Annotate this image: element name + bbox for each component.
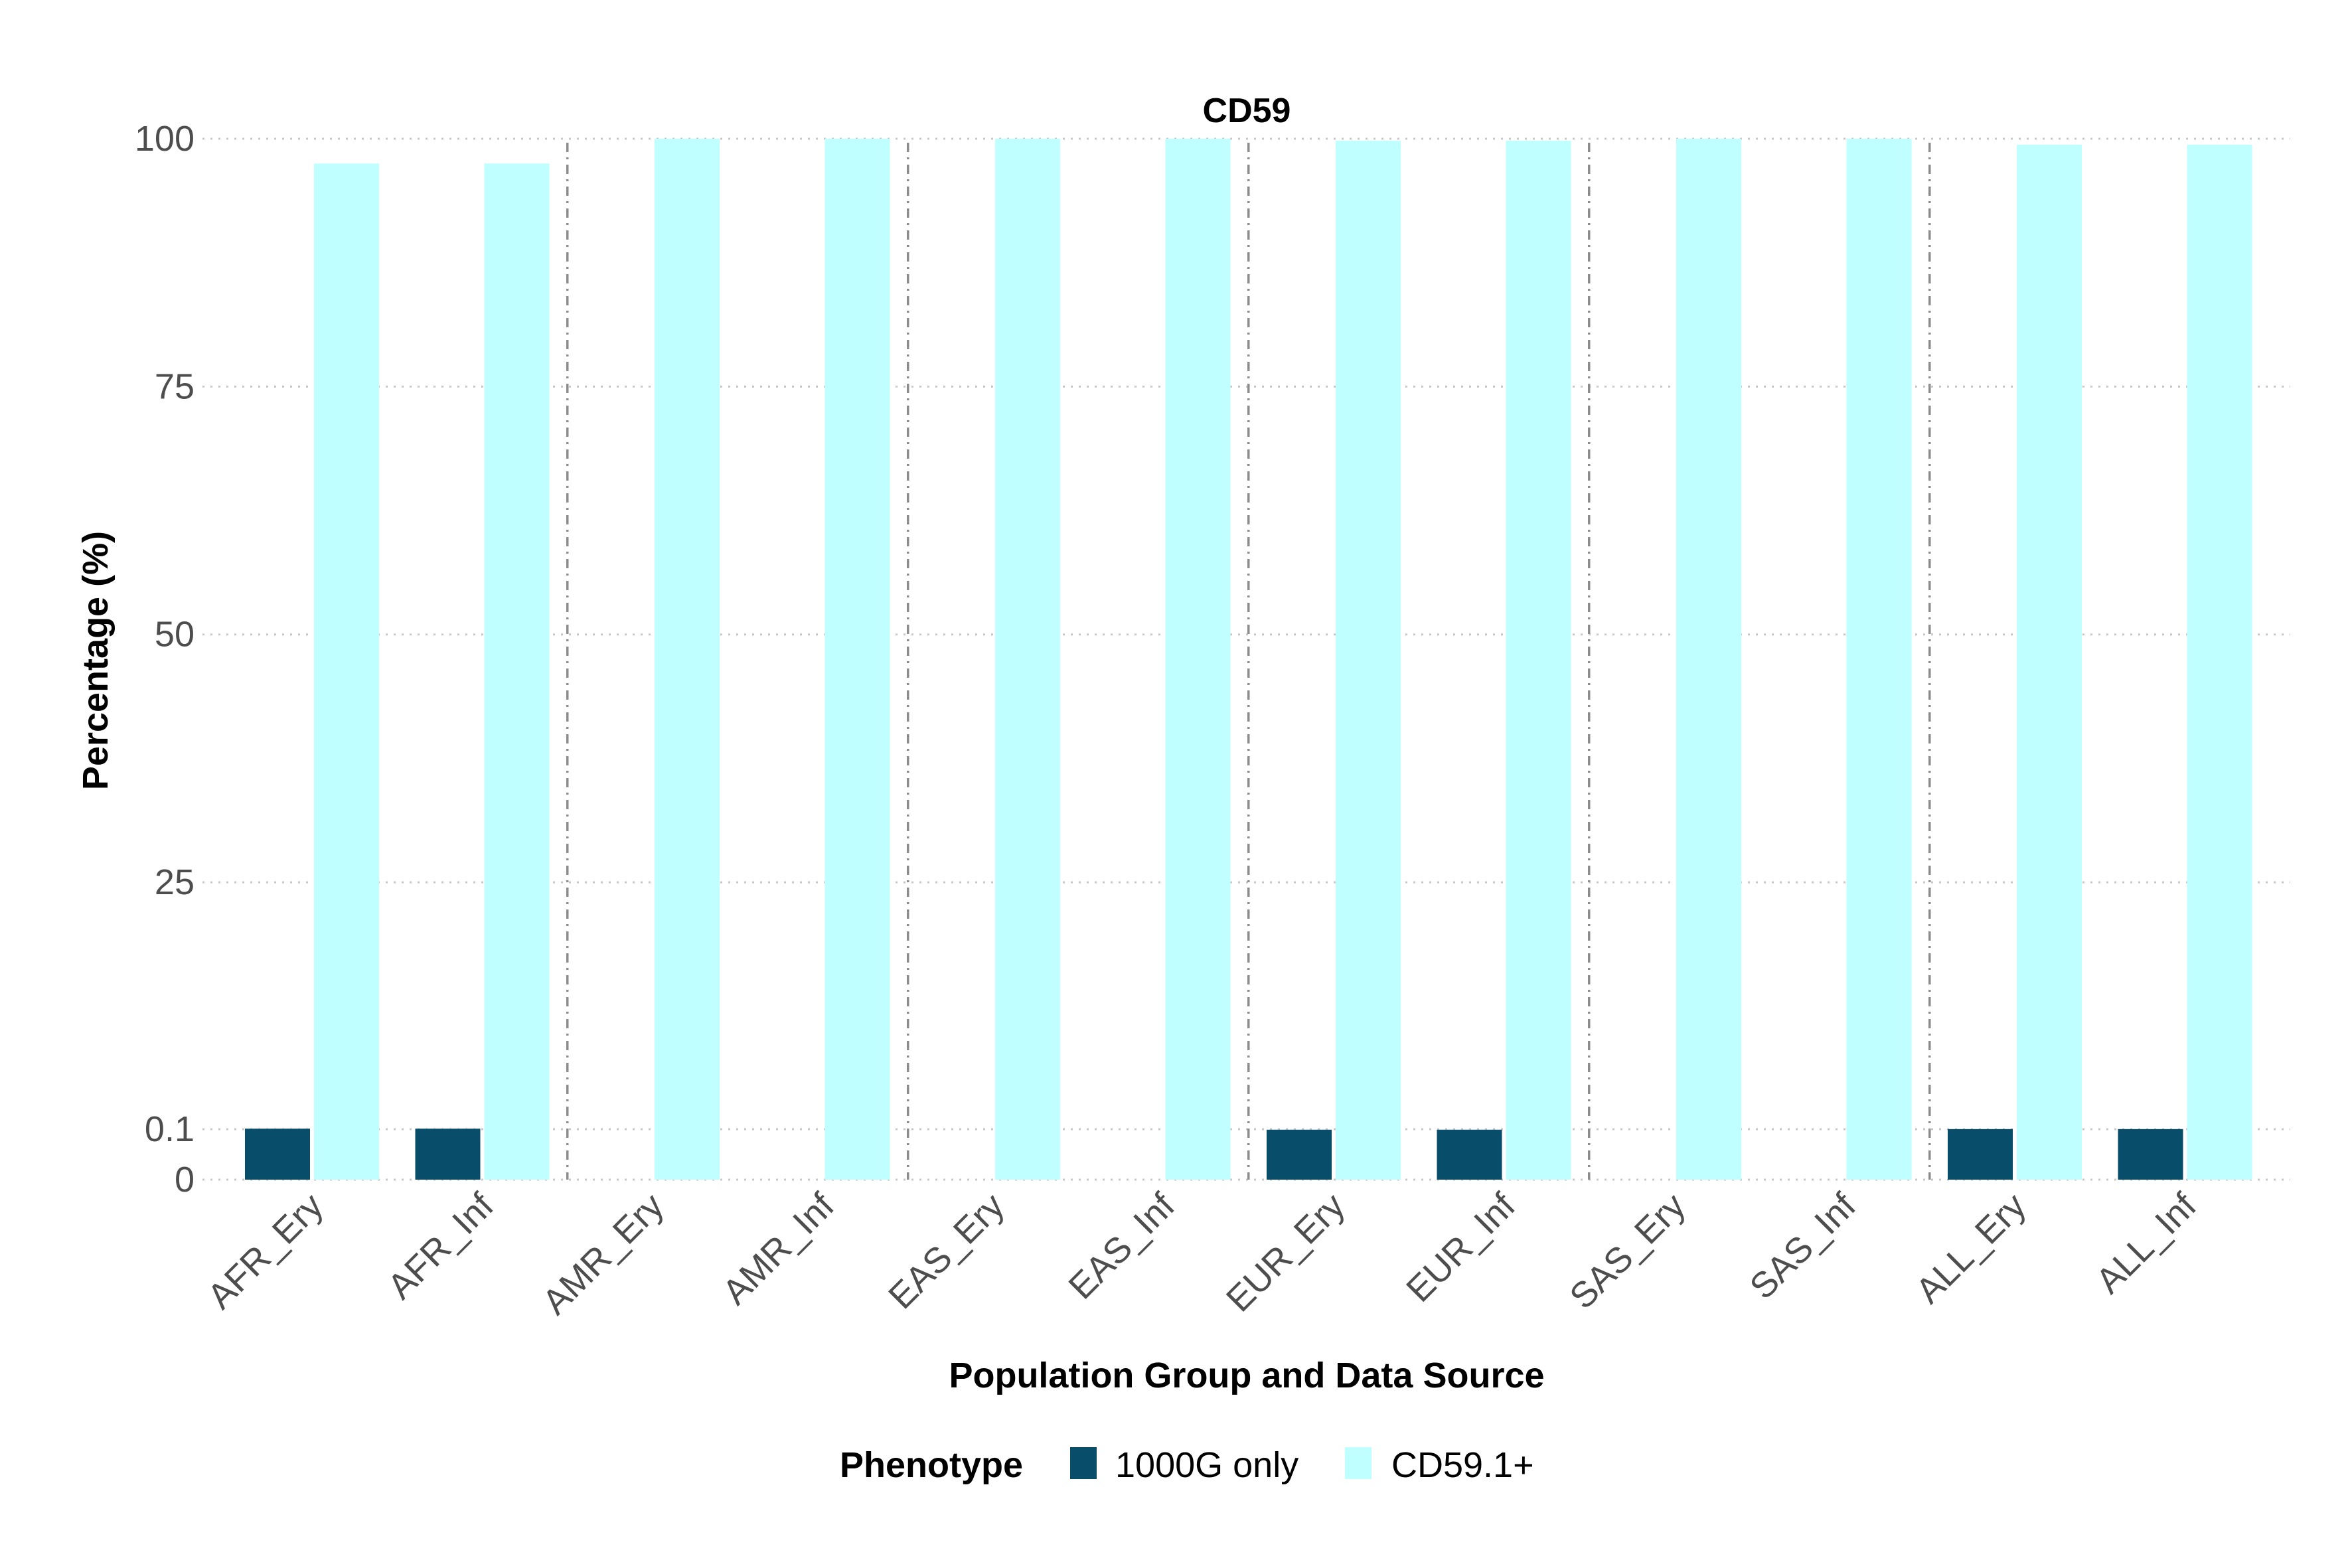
bar-cd59-1-plus (655, 139, 720, 1180)
y-tick-label: 25 (155, 862, 195, 902)
bars (245, 139, 2252, 1180)
bar-1000g-only (2118, 1129, 2183, 1180)
bar-cd59-1-plus (1846, 139, 1912, 1180)
y-tick-label: 0.1 (145, 1109, 195, 1149)
bar-cd59-1-plus (824, 139, 890, 1180)
x-tick-label: SAS_Inf (1742, 1185, 1863, 1306)
bar-cd59-1-plus (2017, 144, 2082, 1180)
bar-1000g-only (1948, 1129, 2013, 1180)
y-tick-label: 75 (155, 366, 195, 406)
bar-1000g-only (245, 1129, 310, 1180)
bar-cd59-1-plus (1336, 140, 1401, 1180)
x-tick-label: EAS_Inf (1061, 1185, 1182, 1306)
legend-title: Phenotype (840, 1445, 1023, 1485)
x-tick-label: SAS_Ery (1562, 1186, 1693, 1316)
bar-cd59-1-plus (484, 163, 550, 1180)
y-axis-ticks: 0 0.1 25 50 75 100 (135, 119, 195, 1200)
legend-swatch-cd59-1-plus (1345, 1447, 1372, 1479)
group-separators (566, 143, 1931, 1180)
legend-label-cd59-1-plus: CD59.1+ (1391, 1445, 1534, 1485)
x-tick-label: AFR_Ery (200, 1186, 331, 1316)
bar-cd59-1-plus (1506, 140, 1571, 1180)
chart-title: CD59 (1203, 92, 1291, 130)
x-tick-label: EUR_Inf (1399, 1185, 1523, 1309)
bar-cd59-1-plus (2187, 144, 2252, 1180)
bar-1000g-only (1267, 1129, 1332, 1180)
bar-cd59-1-plus (1676, 139, 1741, 1180)
x-tick-label: EUR_Ery (1219, 1186, 1353, 1320)
x-axis-ticks: AFR_Ery AFR_Inf AMR_Ery AMR_Inf EAS_Ery EAS_I… (200, 1185, 2205, 1322)
y-tick-label: 50 (155, 615, 195, 655)
y-axis-title: Percentage (%) (76, 531, 116, 790)
legend-swatch-1000g-only (1070, 1447, 1097, 1479)
x-tick-label: EAS_Ery (881, 1186, 1012, 1316)
legend: Phenotype 1000G only CD59.1+ (840, 1445, 1534, 1485)
x-tick-label: AFR_Inf (380, 1185, 501, 1306)
y-tick-label: 0 (175, 1160, 195, 1200)
y-tick-label: 100 (135, 119, 195, 159)
gridlines (202, 137, 2290, 1181)
x-tick-label: ALL_Inf (2088, 1185, 2205, 1301)
bar-cd59-1-plus (1165, 139, 1231, 1180)
bar-cd59-1-plus (995, 139, 1060, 1180)
bar-cd59-1-plus (314, 163, 379, 1180)
x-axis-title: Population Group and Data Source (949, 1356, 1544, 1395)
x-tick-label: AMR_Ery (535, 1186, 672, 1322)
bar-1000g-only (415, 1129, 481, 1180)
x-tick-label: ALL_Ery (1909, 1186, 2034, 1311)
bar-1000g-only (1437, 1129, 1502, 1180)
x-tick-label: AMR_Inf (715, 1185, 842, 1312)
legend-label-1000g-only: 1000G only (1115, 1445, 1298, 1485)
